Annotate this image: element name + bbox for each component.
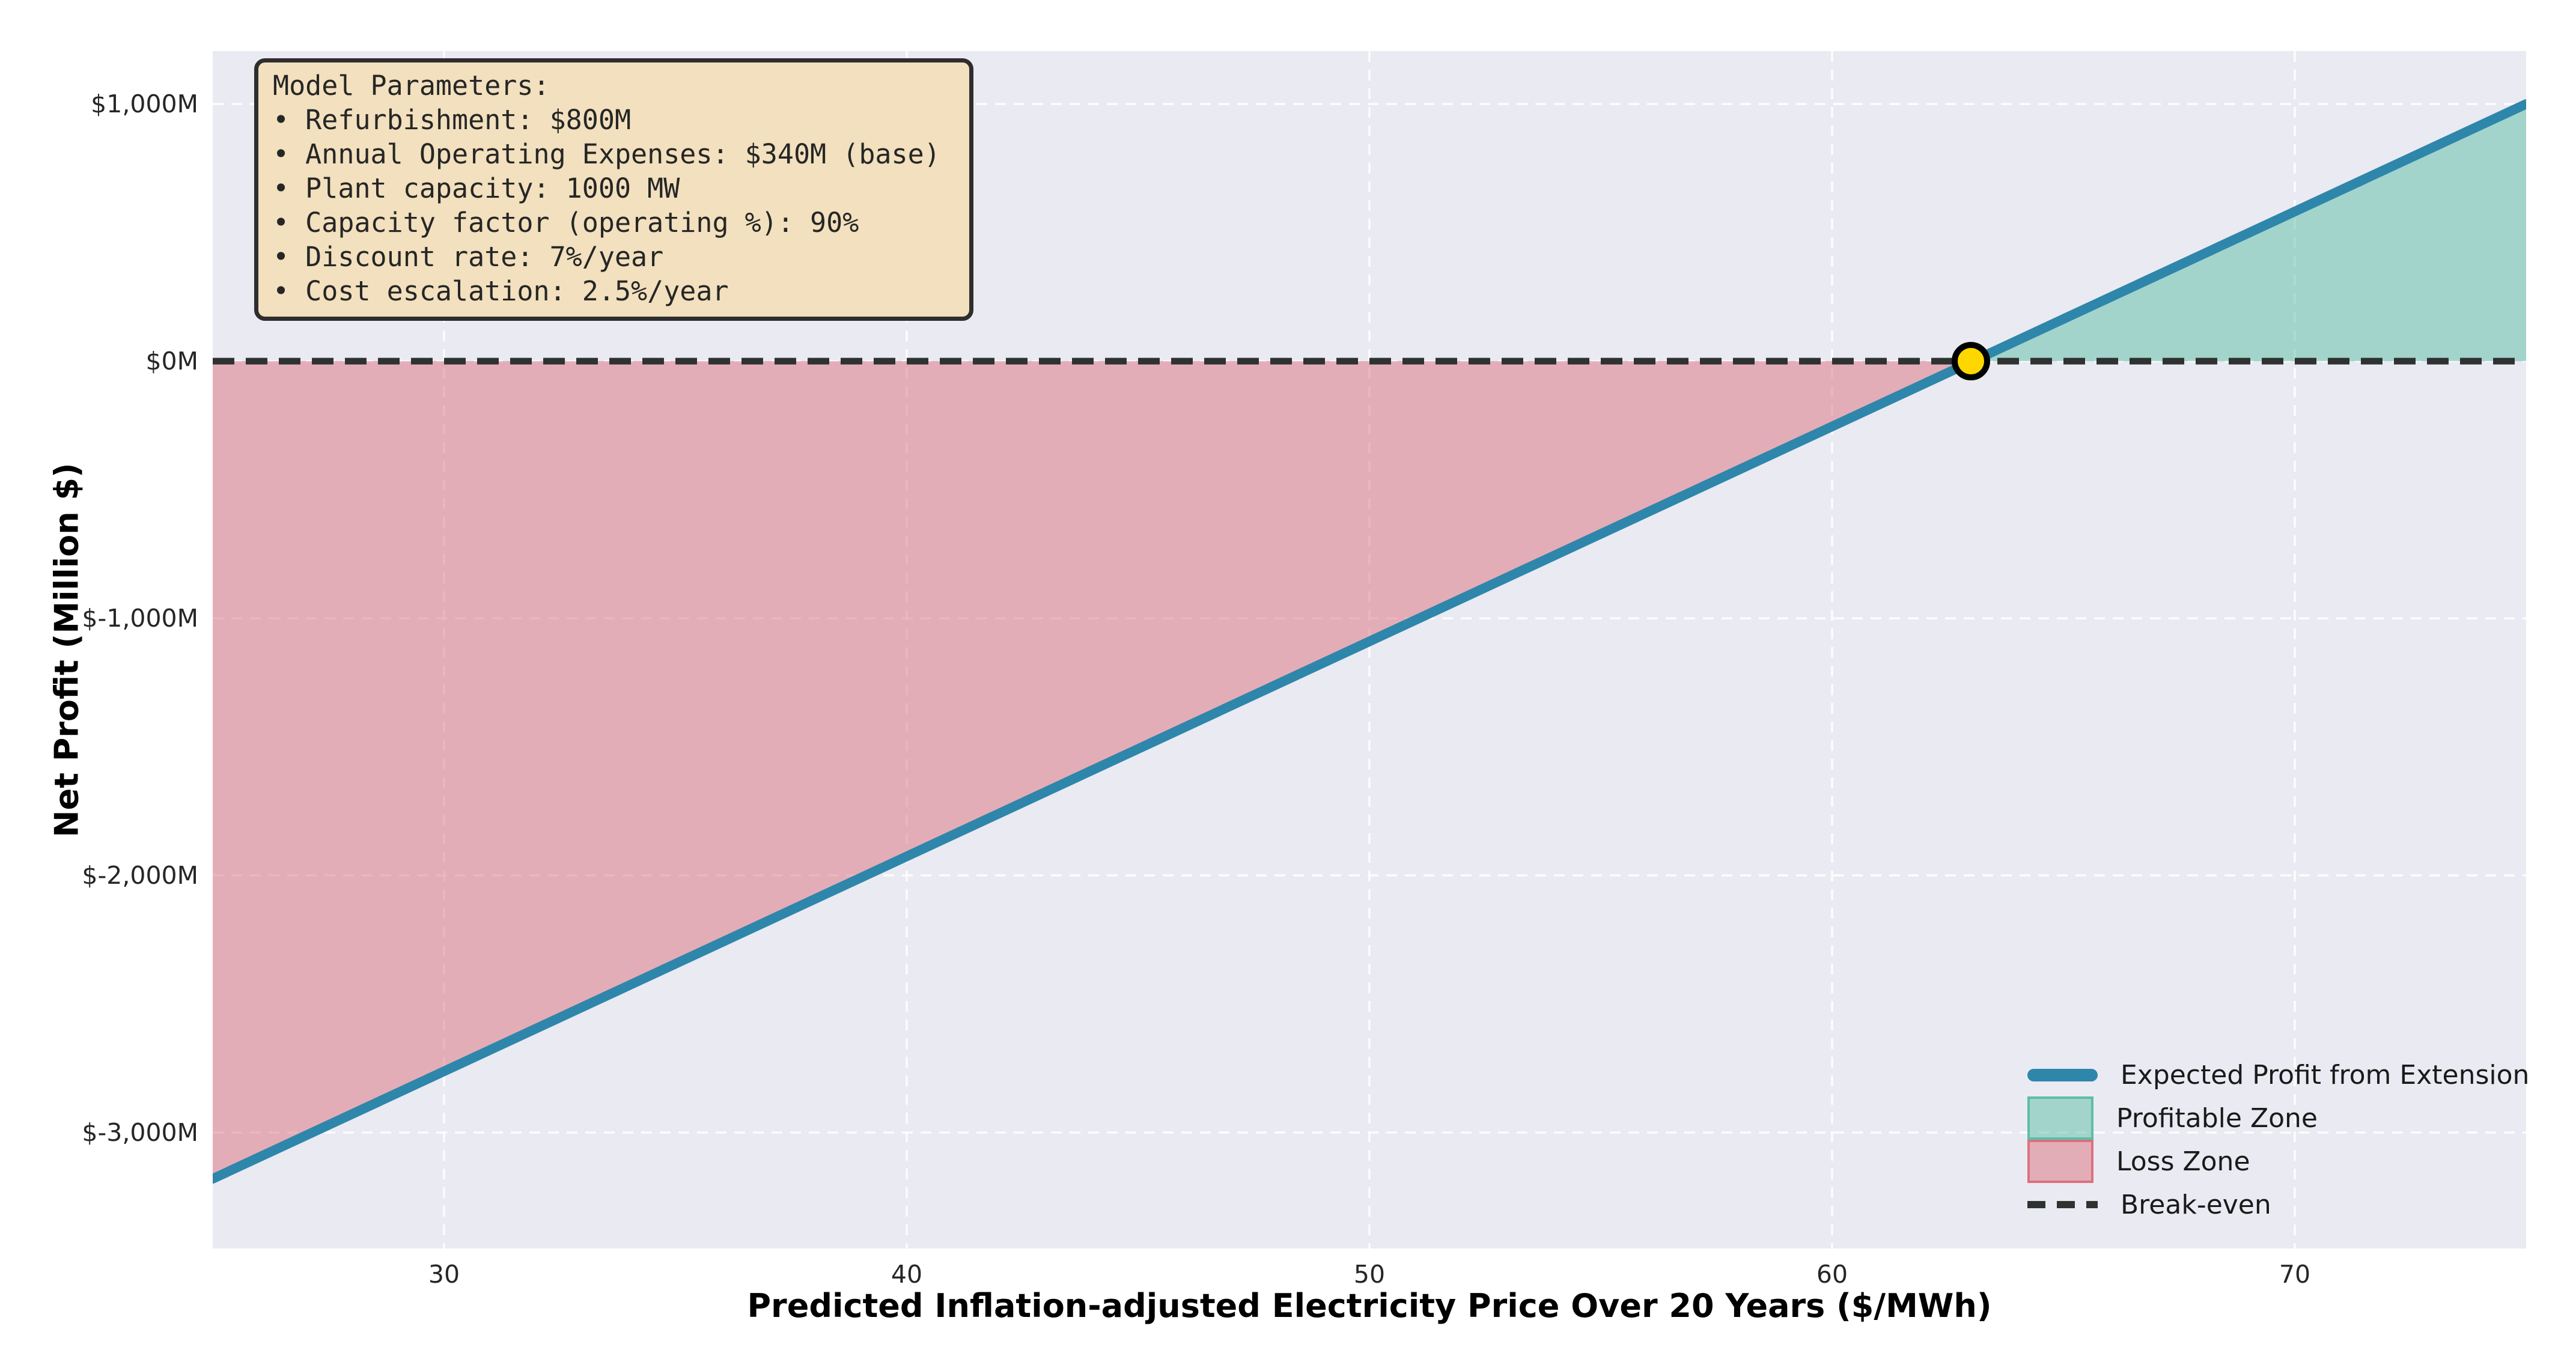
- model-parameter-item: • Discount rate: 7%/year: [273, 241, 664, 273]
- legend-item-label: Loss Zone: [2116, 1146, 2250, 1177]
- model-parameter-item: • Annual Operating Expenses: $340M (base…: [273, 138, 940, 170]
- legend-item: Loss Zone: [2027, 1140, 2529, 1183]
- legend-item-label: Expected Profit from Extension: [2121, 1059, 2530, 1090]
- y-tick-label: $0M: [145, 347, 198, 376]
- model-parameters-title: Model Parameters:: [273, 70, 550, 102]
- y-tick-label: $1,000M: [91, 90, 198, 119]
- profit-line: [213, 99, 2526, 1184]
- x-tick-label: 40: [891, 1260, 923, 1289]
- legend-item: Profitable Zone: [2027, 1096, 2529, 1140]
- legend: Expected Profit from Extension Profitable…: [2027, 1053, 2529, 1226]
- chart-svg: [213, 51, 2526, 1248]
- model-parameters-box: Model Parameters: • Refurbishment: $800M…: [254, 58, 973, 321]
- y-axis-label: Net Profit (Million $): [47, 463, 86, 838]
- legend-dashed-swatch: [2027, 1201, 2098, 1208]
- x-axis-label: Predicted Inflation-adjusted Electricity…: [747, 1287, 1992, 1325]
- x-tick-label: 70: [2279, 1260, 2311, 1289]
- y-tick-label: $-2,000M: [82, 861, 198, 890]
- legend-item: Expected Profit from Extension: [2027, 1053, 2529, 1096]
- x-tick-label: 30: [428, 1260, 460, 1289]
- legend-item: Break-even: [2027, 1183, 2529, 1226]
- y-tick-label: $-1,000M: [82, 604, 198, 633]
- legend-item-label: Break-even: [2121, 1189, 2271, 1220]
- model-parameters-list: • Refurbishment: $800M • Annual Operating…: [273, 103, 954, 308]
- model-parameter-item: • Capacity factor (operating %): 90%: [273, 207, 859, 239]
- plot-area: Model Parameters: • Refurbishment: $800M…: [213, 51, 2529, 1248]
- legend-patch-swatch: [2027, 1096, 2093, 1140]
- x-tick-label: 60: [1816, 1260, 1848, 1289]
- model-parameter-item: • Cost escalation: 2.5%/year: [273, 275, 729, 307]
- model-parameter-item: • Refurbishment: $800M: [273, 104, 632, 136]
- legend-item-label: Profitable Zone: [2116, 1102, 2318, 1134]
- model-parameter-item: • Plant capacity: 1000 MW: [273, 172, 680, 204]
- x-tick-label: 50: [1353, 1260, 1386, 1289]
- legend-line-swatch: [2027, 1068, 2098, 1081]
- legend-patch-swatch: [2027, 1140, 2093, 1183]
- y-tick-label: $-3,000M: [82, 1117, 198, 1147]
- break-even-marker: [1952, 342, 1990, 381]
